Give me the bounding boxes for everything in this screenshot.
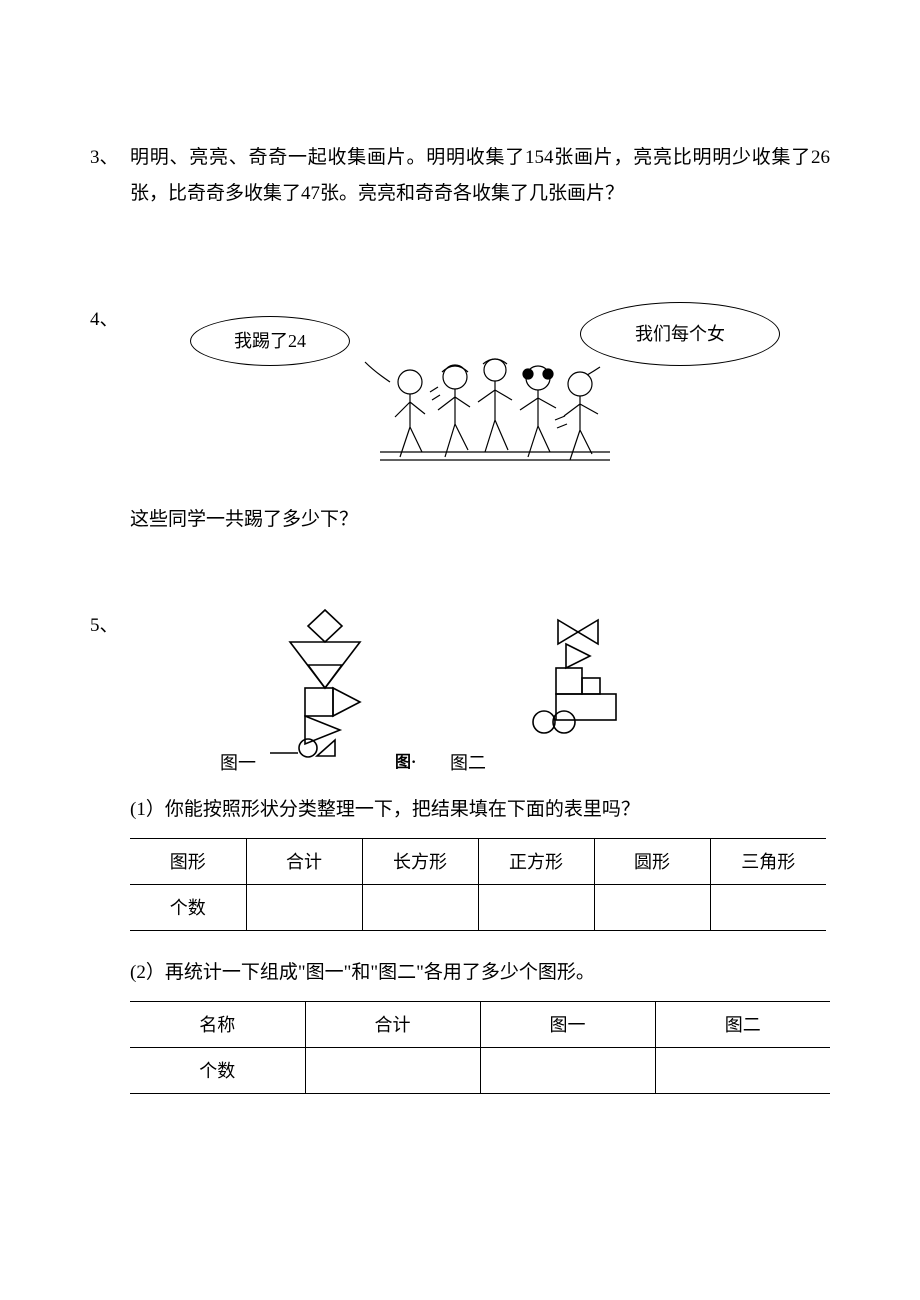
q5-figures: 图一 图· 图二 — [190, 608, 830, 778]
tbl1-h1: 合计 — [246, 839, 362, 885]
tbl2-h0: 名称 — [130, 1002, 305, 1048]
tbl1-cell[interactable] — [362, 885, 478, 931]
tbl2-cell[interactable] — [480, 1048, 655, 1094]
tbl2-h3: 图二 — [655, 1002, 830, 1048]
tbl2-cell[interactable] — [305, 1048, 480, 1094]
tbl2-cell[interactable] — [655, 1048, 830, 1094]
tbl1-h4: 圆形 — [594, 839, 710, 885]
bubble-right-text: 我们每个女 — [635, 317, 725, 351]
q5-sub2: (2）再统计一下组成"图一"和"图二"各用了多少个图形。 — [130, 955, 830, 991]
q3-text: 明明、亮亮、奇奇一起收集画片。明明收集了154张画片，亮亮比明明少收集了26张，… — [130, 140, 830, 212]
table-row: 图形 合计 长方形 正方形 圆形 三角形 — [130, 839, 826, 885]
question-4: 4、 我踢了24 我们每个女 — [90, 302, 830, 538]
q5-sub1: (1）你能按照形状分类整理一下，把结果填在下面的表里吗？ — [130, 792, 830, 828]
figure-two-icon — [520, 614, 640, 744]
tbl1-h0: 图形 — [130, 839, 246, 885]
figure-two-label: 图二 — [450, 746, 486, 780]
tbl1-rowlabel: 个数 — [130, 885, 246, 931]
q3-number: 3、 — [90, 140, 130, 176]
figure-one-label: 图一 — [220, 746, 256, 780]
speech-bubble-left: 我踢了24 — [190, 316, 350, 366]
tbl2-h1: 合计 — [305, 1002, 480, 1048]
table-figures: 名称 合计 图一 图二 个数 — [130, 1001, 830, 1094]
tbl1-h5: 三角形 — [710, 839, 826, 885]
q4-number: 4、 — [90, 302, 130, 338]
figure-one-icon — [260, 608, 390, 758]
q4-question: 这些同学一共踢了多少下？ — [130, 502, 830, 538]
figure-dot: 图· — [395, 748, 416, 778]
table-row: 名称 合计 图一 图二 — [130, 1002, 830, 1048]
question-5: 5、 图一 — [90, 608, 830, 1118]
kids-illustration-icon — [360, 332, 620, 482]
q4-scene: 我踢了24 我们每个女 — [150, 302, 830, 482]
tbl1-h2: 长方形 — [362, 839, 478, 885]
tbl1-h3: 正方形 — [478, 839, 594, 885]
table-shapes: 图形 合计 长方形 正方形 圆形 三角形 个数 — [130, 838, 826, 931]
tbl1-cell[interactable] — [246, 885, 362, 931]
tbl1-cell[interactable] — [594, 885, 710, 931]
tbl2-h2: 图一 — [480, 1002, 655, 1048]
tbl2-rowlabel: 个数 — [130, 1048, 305, 1094]
tbl1-cell[interactable] — [710, 885, 826, 931]
table-row: 个数 — [130, 885, 826, 931]
tbl1-cell[interactable] — [478, 885, 594, 931]
q5-number: 5、 — [90, 608, 130, 644]
table-row: 个数 — [130, 1048, 830, 1094]
bubble-left-text: 我踢了24 — [234, 324, 306, 358]
question-3: 3、 明明、亮亮、奇奇一起收集画片。明明收集了154张画片，亮亮比明明少收集了2… — [90, 140, 830, 212]
